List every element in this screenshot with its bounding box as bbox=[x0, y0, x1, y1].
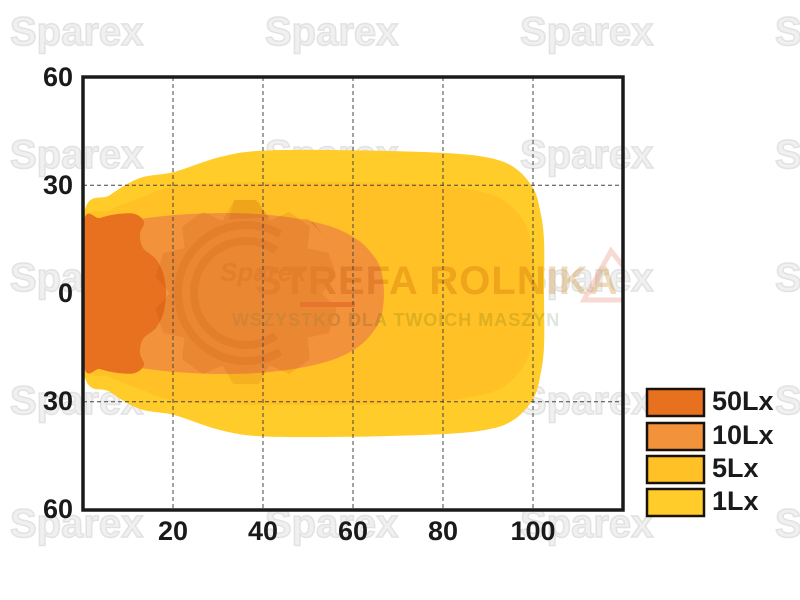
svg-text:0: 0 bbox=[58, 278, 73, 308]
svg-text:1Lx: 1Lx bbox=[712, 486, 759, 516]
svg-text:5Lx: 5Lx bbox=[712, 453, 759, 483]
svg-text:30: 30 bbox=[43, 386, 73, 416]
svg-text:60: 60 bbox=[43, 494, 73, 524]
svg-text:100: 100 bbox=[510, 516, 555, 546]
svg-text:80: 80 bbox=[428, 516, 458, 546]
svg-text:60: 60 bbox=[338, 516, 368, 546]
svg-text:50Lx: 50Lx bbox=[712, 386, 774, 416]
svg-text:30: 30 bbox=[43, 170, 73, 200]
svg-text:WSZYSTKO DLA TWOICH MASZYN: WSZYSTKO DLA TWOICH MASZYN bbox=[232, 310, 560, 330]
svg-text:40: 40 bbox=[248, 516, 278, 546]
svg-text:60: 60 bbox=[43, 62, 73, 92]
svg-text:10Lx: 10Lx bbox=[712, 420, 774, 450]
svg-text:STREFA ROLNIKA: STREFA ROLNIKA bbox=[255, 259, 619, 303]
svg-text:20: 20 bbox=[158, 516, 188, 546]
